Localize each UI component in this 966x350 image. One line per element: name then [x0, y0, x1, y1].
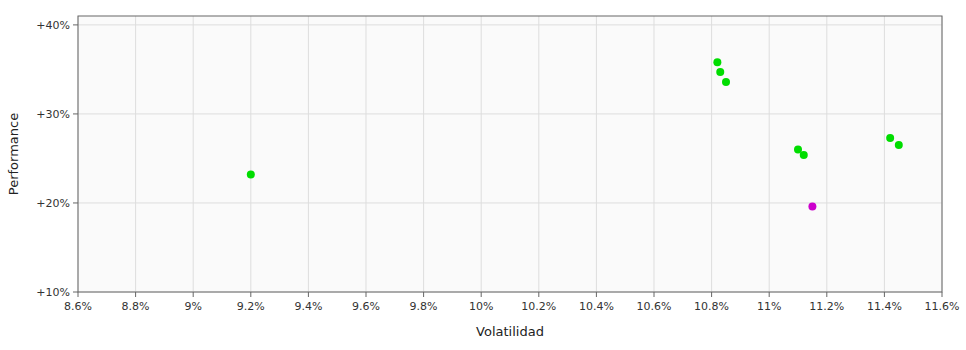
- plot-area: [78, 16, 942, 292]
- tick-label: 9.2%: [237, 300, 265, 313]
- point: [808, 203, 816, 211]
- grid-line: [596, 16, 597, 292]
- tick-mark: [135, 292, 136, 297]
- tick-label: 9.4%: [294, 300, 322, 313]
- grid-line: [654, 16, 655, 292]
- grid-line: [423, 16, 424, 292]
- tick-mark: [596, 292, 597, 297]
- tick-mark: [73, 292, 78, 293]
- tick-mark: [423, 292, 424, 297]
- point: [886, 134, 894, 142]
- tick-mark: [654, 292, 655, 297]
- grid-line: [769, 16, 770, 292]
- tick-label: 10.4%: [579, 300, 614, 313]
- series: [808, 203, 816, 211]
- grid-line: [193, 16, 194, 292]
- tick-label: 8.6%: [64, 300, 92, 313]
- tick-mark: [73, 24, 78, 25]
- tick-label: 10.8%: [694, 300, 729, 313]
- tick-mark: [481, 292, 482, 297]
- tick-mark: [942, 292, 943, 297]
- tick-mark: [711, 292, 712, 297]
- tick-mark: [73, 202, 78, 203]
- tick-label: +10%: [36, 286, 70, 299]
- grid-line: [884, 16, 885, 292]
- tick-mark: [366, 292, 367, 297]
- tick-label: +40%: [36, 19, 70, 32]
- tick-mark: [78, 292, 79, 297]
- grid-line: [538, 16, 539, 292]
- tick-mark: [308, 292, 309, 297]
- axes: 8.6% 8.8% 9% 9.2% 9.4% 9.6% 9.8% 10% 10.2% 10.4% 1…: [36, 16, 959, 313]
- grid-line: [250, 16, 251, 292]
- tick-mark: [826, 292, 827, 297]
- point: [716, 68, 724, 76]
- tick-label: +30%: [36, 108, 70, 121]
- tick-mark: [538, 292, 539, 297]
- tick-label: 8.8%: [122, 300, 150, 313]
- point: [713, 58, 721, 66]
- tick-label: 11.6%: [925, 300, 960, 313]
- y-axis-label: Performance: [6, 113, 21, 195]
- tick-label: 11.4%: [867, 300, 902, 313]
- tick-mark: [250, 292, 251, 297]
- grid-line: [826, 16, 827, 292]
- tick-mark: [769, 292, 770, 297]
- plot-frame: [78, 16, 942, 292]
- grid-line: [135, 16, 136, 292]
- tick-label: +20%: [36, 197, 70, 210]
- tick-label: 10.2%: [521, 300, 556, 313]
- tick-label: 10.6%: [637, 300, 672, 313]
- chart: 8.6% 8.8% 9% 9.2% 9.4% 9.6% 9.8% 10% 10.2% 10.4% 1…: [0, 0, 966, 350]
- series: [247, 58, 903, 178]
- data-points: [247, 58, 903, 210]
- x-axis-label: Volatilidad: [476, 324, 544, 339]
- grid-line: [366, 16, 367, 292]
- tick-label: 9.8%: [410, 300, 438, 313]
- tick-mark: [884, 292, 885, 297]
- tick-label: 10%: [469, 300, 493, 313]
- point: [247, 170, 255, 178]
- tick-label: 11%: [757, 300, 781, 313]
- tick-label: 9.6%: [352, 300, 380, 313]
- point: [722, 78, 730, 86]
- point: [895, 141, 903, 149]
- grid-line: [308, 16, 309, 292]
- tick-mark: [193, 292, 194, 297]
- tick-label: 9%: [184, 300, 201, 313]
- grid-line: [481, 16, 482, 292]
- grid-line: [711, 16, 712, 292]
- tick-mark: [73, 113, 78, 114]
- grid-line: [78, 24, 942, 25]
- grid-line: [78, 113, 942, 114]
- grid: [78, 16, 942, 292]
- tick-label: 11.2%: [809, 300, 844, 313]
- point: [800, 151, 808, 159]
